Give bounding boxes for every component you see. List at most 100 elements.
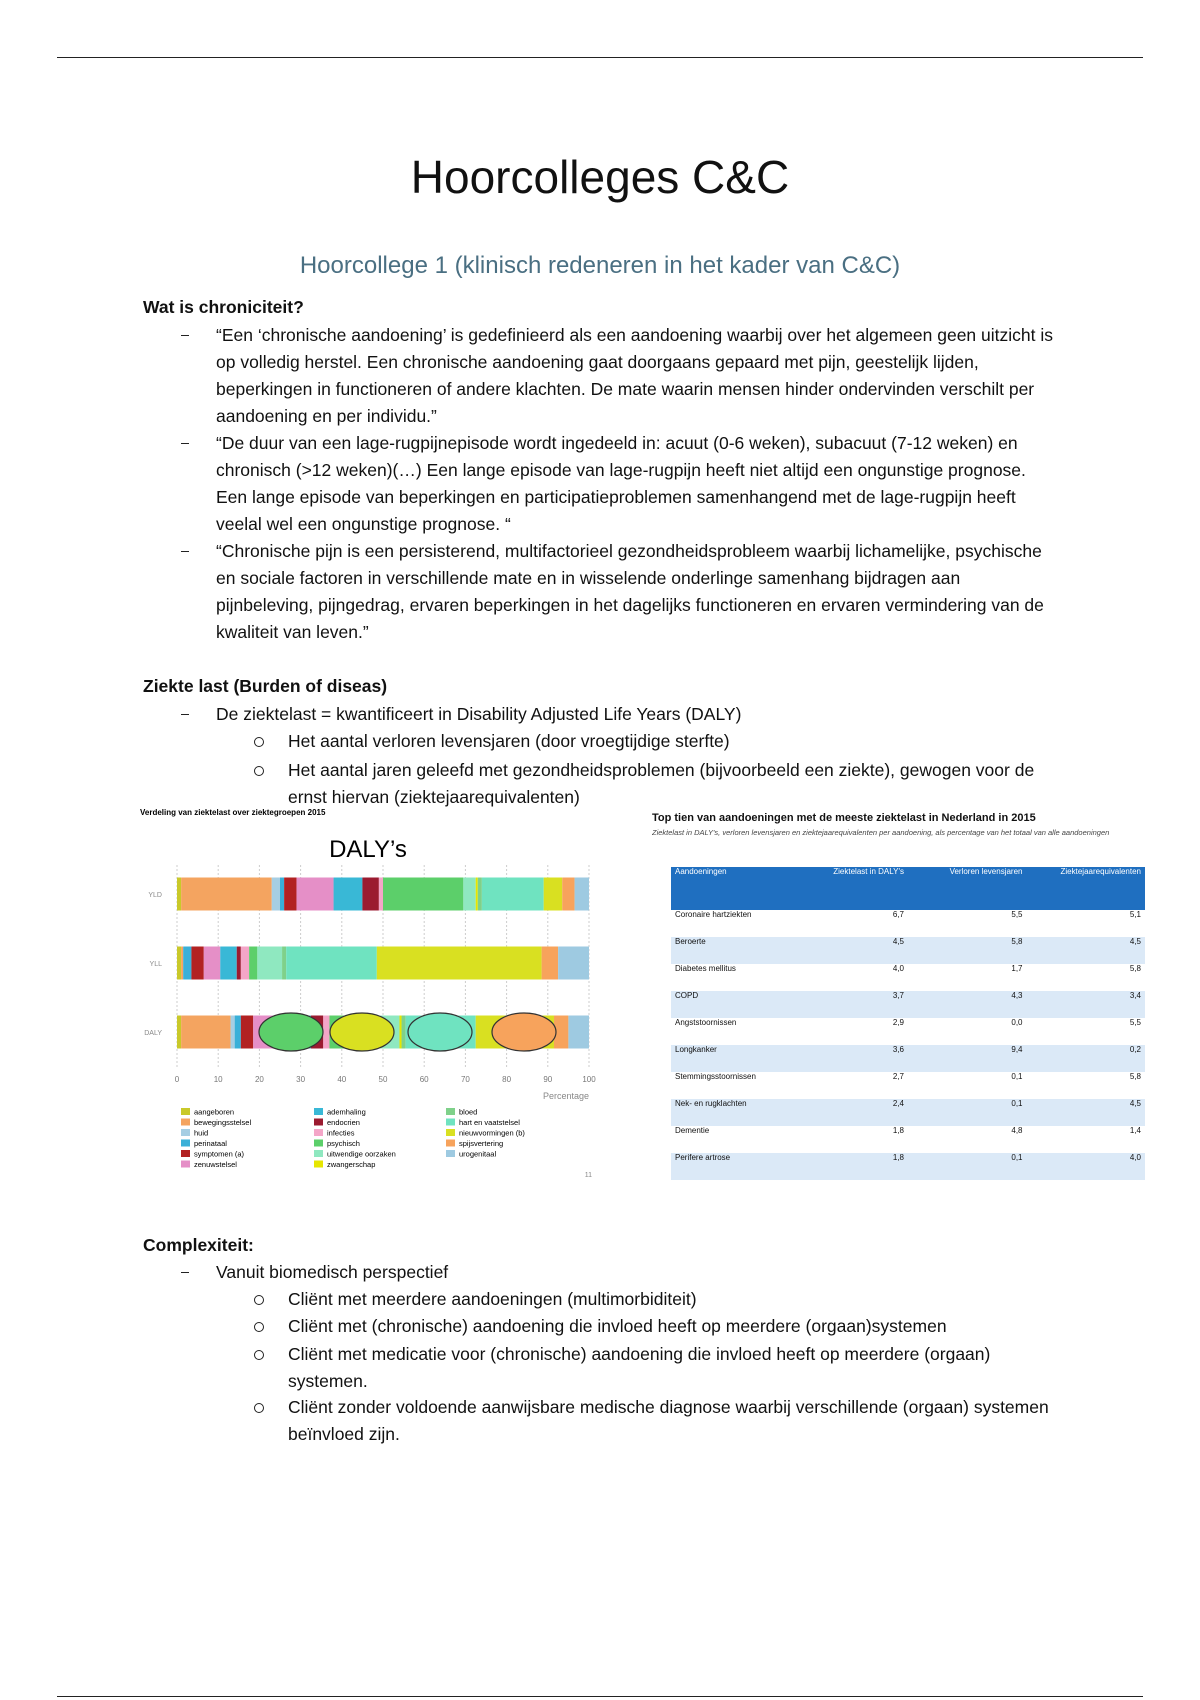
paragraph: Vanuit biomedisch perspectief: [216, 1262, 449, 1282]
bar-segment: [177, 877, 182, 911]
bar-segment: [181, 1015, 231, 1049]
table-row: Diabetes mellitus 4,0 1,7 5,8: [671, 964, 1145, 991]
legend-swatch: [314, 1160, 323, 1168]
bar-segment: [333, 877, 363, 911]
legend-label: bloed: [459, 1108, 477, 1117]
legend-label: infecties: [327, 1129, 355, 1138]
x-tick-label: 20: [255, 1075, 264, 1084]
bar-segment: [543, 877, 563, 911]
x-axis-label: Percentage: [543, 1091, 589, 1101]
table-cell: 3,7: [789, 991, 908, 1018]
table-cell: 5,8: [1129, 964, 1141, 973]
bar-segment: [257, 946, 283, 980]
bullet: [181, 714, 189, 715]
bar-segment: [236, 946, 241, 980]
table-row: Coronaire hartziekten 6,7 5,5 5,1: [671, 910, 1145, 937]
bar-segment: [284, 877, 297, 911]
table-title: Top tien van aandoeningen met de meeste …: [652, 812, 1036, 824]
bar-segment: [296, 877, 334, 911]
bar-segment: [177, 1015, 182, 1049]
chart-caption: Verdeling van ziektelast over ziektegroe…: [140, 808, 326, 817]
table-cell: COPD: [671, 991, 790, 1018]
highlight-ellipse: [329, 1012, 395, 1052]
legend-label: nieuwvormingen (b): [459, 1129, 525, 1138]
heading: Ziekte last (Burden of diseas): [143, 676, 388, 696]
table-cell: 4,0: [1026, 1153, 1145, 1180]
x-tick-label: 50: [379, 1075, 388, 1084]
table-cell: 5,5: [1129, 1018, 1141, 1027]
table-cell: 1,7: [1011, 964, 1023, 973]
column-header: Ziektelast in DALY's: [789, 867, 908, 910]
legend-swatch: [181, 1129, 190, 1136]
legend-label: perinataal: [194, 1139, 227, 1148]
column-header: Aandoeningen: [671, 867, 790, 910]
table-cell: 5,1: [1129, 910, 1141, 919]
table-row: Dementie 1,8 4,8 1,4: [671, 1126, 1145, 1153]
sub-bullet: [254, 1350, 264, 1360]
legend-label: urogenitaal: [459, 1150, 496, 1159]
table-cell: 5,8: [908, 937, 1027, 964]
bullet: [181, 335, 189, 336]
legend-label: endocrien: [327, 1118, 360, 1127]
bar-segment: [475, 877, 478, 911]
table-cell: 4,8: [1011, 1126, 1023, 1135]
legend-label: hart en vaatstelsel: [459, 1118, 520, 1127]
table-cell: Coronaire hartziekten: [675, 910, 752, 919]
bar-segment: [203, 946, 221, 980]
table-row: Nek- en rugklachten 2,4 0,1 4,5: [671, 1099, 1145, 1126]
heading: Wat is chroniciteit?: [143, 297, 304, 317]
table-cell: 5,8: [1129, 1072, 1141, 1081]
x-tick-label: 70: [461, 1075, 470, 1084]
legend-label: uitwendige oorzaken: [327, 1150, 396, 1159]
legend-label: psychisch: [327, 1139, 360, 1148]
table-cell: 0,1: [908, 1153, 1027, 1180]
bar-segment: [541, 946, 559, 980]
table-cell: 0,0: [1011, 1018, 1023, 1027]
highlight-ellipse: [258, 1012, 324, 1052]
heading: Complexiteit:: [143, 1235, 254, 1255]
sub-item: Het aantal jaren geleefd met gezondheids…: [288, 760, 1035, 807]
bar-segment: [481, 877, 544, 911]
table-cell: 1,8: [789, 1153, 908, 1180]
paragraph: “Een ‘chronische aandoening’ is gedefini…: [216, 325, 1053, 426]
table-cell: 4,5: [1026, 937, 1145, 964]
sub-bullet: [254, 1322, 264, 1332]
legend-swatch: [181, 1118, 190, 1126]
bar-segment: [280, 877, 285, 911]
table-cell: Perifere artrose: [671, 1153, 790, 1180]
table-cell: 5,5: [1011, 910, 1023, 919]
legend-swatch: [446, 1150, 455, 1157]
legend-swatch: [314, 1108, 323, 1115]
bar-segment: [240, 1015, 254, 1049]
paragraph: “De duur van een lage-rugpijnepisode wor…: [216, 433, 1026, 534]
table-cell: 1,8: [892, 1126, 904, 1135]
table-cell: 4,5: [1026, 1099, 1145, 1126]
table-row: Beroerte 4,5 5,8 4,5: [671, 937, 1145, 964]
sub-bullet: [254, 737, 264, 747]
highlight-ellipse: [491, 1012, 557, 1052]
legend-swatch: [314, 1139, 323, 1147]
bar-segment: [191, 946, 204, 980]
table-row: Perifere artrose 1,8 0,1 4,0: [671, 1153, 1145, 1180]
table-cell: 3,6: [789, 1045, 908, 1072]
bar-segment: [183, 946, 192, 980]
legend-label: spijsvertering: [459, 1139, 503, 1148]
sub-item: Het aantal verloren levensjaren (door vr…: [288, 731, 730, 751]
x-tick-label: 30: [296, 1075, 305, 1084]
x-tick-label: 40: [337, 1075, 346, 1084]
paragraph: De ziektelast = kwantificeert in Disabil…: [216, 704, 742, 724]
sub-item: Cliënt met medicatie voor (chronische) a…: [288, 1344, 991, 1391]
table-cell: Angststoornissen: [675, 1018, 737, 1027]
table-row: Longkanker 3,6 9,4 0,2: [671, 1045, 1145, 1072]
legend-swatch: [181, 1139, 190, 1147]
legend-swatch: [314, 1129, 323, 1136]
table-cell: 4,5: [789, 937, 908, 964]
column-header: Verloren levensjaren: [908, 867, 1027, 910]
table-cell: 3,4: [1026, 991, 1145, 1018]
chart: Verdeling van ziektelast over ziektegroe…: [140, 808, 596, 1179]
bar-segment: [323, 1015, 330, 1049]
table-row: COPD 3,7 4,3 3,4: [671, 991, 1145, 1018]
table-cell: Longkanker: [671, 1045, 790, 1072]
